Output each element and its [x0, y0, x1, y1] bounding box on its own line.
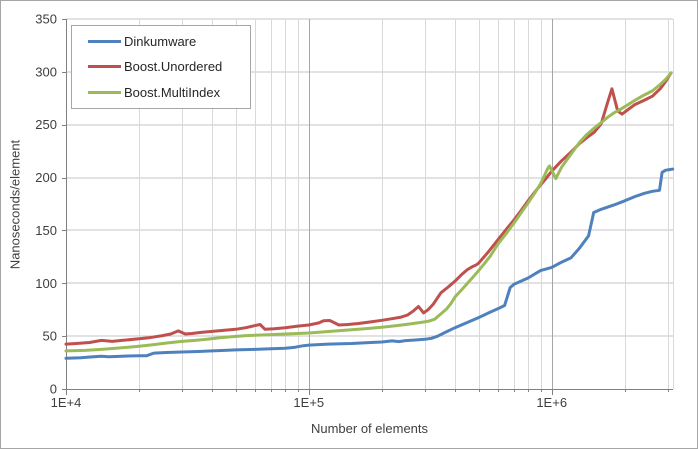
- series-line-1: [64, 71, 673, 346]
- legend-label: Boost.MultiIndex: [124, 84, 221, 100]
- dinkumware-line-swatch: [88, 40, 121, 44]
- legend-entry-boost-multiindex: Boost.MultiIndex: [88, 85, 250, 100]
- y-tick-label: 350: [35, 12, 57, 27]
- x-tick-label: 1E+4: [51, 395, 82, 410]
- series-line-0: [64, 167, 675, 360]
- x-axis-title: Number of elements: [310, 421, 429, 436]
- x-tick-label: 1E+5: [293, 395, 324, 410]
- y-tick-label: 150: [35, 223, 57, 238]
- y-axis-title: Nanoseconds/element: [7, 139, 23, 270]
- y-tick-label: 250: [35, 117, 57, 132]
- series-line-2: [64, 71, 673, 353]
- x-tick-label: 1E+6: [536, 395, 567, 410]
- y-tick-label: 100: [35, 276, 57, 291]
- y-tick-label: 0: [50, 382, 57, 397]
- y-tick-label: 300: [35, 64, 57, 79]
- legend-label: Dinkumware: [124, 34, 197, 50]
- boost-unordered-line-swatch: [88, 65, 121, 69]
- legend-entry-boost-unordered: Boost.Unordered: [88, 59, 250, 74]
- legend-label: Boost.Unordered: [124, 59, 223, 75]
- legend: Dinkumware Boost.Unordered Boost.MultiIn…: [71, 25, 251, 109]
- boost-multiindex-line-swatch: [88, 90, 121, 94]
- y-tick-label: 50: [43, 329, 57, 344]
- legend-entry-dinkumware: Dinkumware: [88, 34, 250, 49]
- y-tick-label: 200: [35, 170, 57, 185]
